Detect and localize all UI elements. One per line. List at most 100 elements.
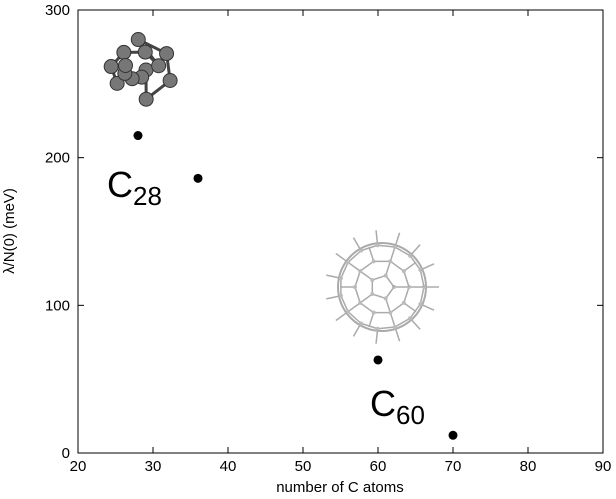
bond bbox=[419, 269, 425, 288]
bond bbox=[403, 286, 410, 304]
bond bbox=[377, 244, 396, 248]
bond bbox=[403, 261, 417, 272]
bond bbox=[340, 295, 349, 312]
atom bbox=[371, 310, 376, 315]
atom bbox=[346, 260, 351, 265]
bond bbox=[394, 246, 411, 257]
bond bbox=[420, 303, 435, 311]
x-tick-label: 40 bbox=[220, 458, 237, 475]
bond bbox=[372, 274, 386, 281]
atom bbox=[401, 269, 406, 274]
annotation-subscript: 28 bbox=[133, 181, 162, 211]
bond bbox=[354, 286, 361, 304]
bond bbox=[394, 232, 401, 248]
bond bbox=[360, 322, 378, 330]
atom bbox=[383, 273, 388, 278]
atom bbox=[401, 300, 406, 305]
atom bbox=[137, 44, 153, 60]
atom bbox=[138, 91, 154, 107]
atom bbox=[371, 259, 376, 264]
bond bbox=[326, 274, 342, 280]
bond bbox=[384, 261, 392, 276]
x-tick-label: 30 bbox=[145, 458, 162, 475]
atom bbox=[359, 321, 363, 326]
atom bbox=[375, 243, 380, 248]
atom bbox=[338, 276, 343, 281]
bond bbox=[360, 244, 378, 252]
atom bbox=[370, 292, 375, 297]
atom bbox=[116, 44, 132, 60]
bond bbox=[359, 270, 373, 281]
bond bbox=[375, 230, 379, 246]
y-tick-label: 200 bbox=[45, 150, 70, 167]
y-tick-label: 0 bbox=[62, 445, 70, 462]
annotation-text: C bbox=[107, 164, 133, 205]
bond bbox=[335, 311, 349, 322]
bond bbox=[359, 260, 375, 272]
bond bbox=[409, 317, 421, 330]
atom bbox=[109, 75, 125, 91]
atom bbox=[353, 285, 357, 289]
atom bbox=[388, 259, 393, 264]
y-tick-label: 300 bbox=[45, 2, 70, 19]
bond bbox=[347, 311, 362, 324]
x-tick-label: 60 bbox=[370, 458, 387, 475]
atom bbox=[346, 309, 351, 314]
bond bbox=[352, 322, 362, 337]
bond bbox=[347, 302, 361, 313]
bond bbox=[420, 263, 435, 271]
annotation: C60 bbox=[370, 383, 425, 430]
annotation-subscript: 60 bbox=[396, 400, 425, 430]
bond bbox=[384, 298, 392, 313]
atom bbox=[359, 248, 363, 253]
atom bbox=[358, 300, 363, 305]
bond bbox=[389, 302, 405, 314]
bond bbox=[359, 302, 375, 314]
atom bbox=[392, 324, 397, 329]
bond bbox=[340, 262, 349, 279]
atom bbox=[408, 316, 413, 321]
y-axis-label: λ/N(0) (meV) bbox=[1, 188, 18, 274]
x-axis-label: number of C atoms bbox=[276, 479, 404, 496]
atom bbox=[159, 46, 175, 62]
y-tick-label: 100 bbox=[45, 297, 70, 314]
atom bbox=[418, 267, 423, 272]
bond bbox=[372, 293, 386, 300]
bond bbox=[368, 312, 375, 328]
atom bbox=[370, 277, 375, 282]
atom bbox=[418, 302, 423, 307]
x-tick-label: 90 bbox=[595, 458, 612, 475]
bond bbox=[389, 260, 405, 272]
atom bbox=[392, 245, 397, 250]
bond bbox=[335, 252, 349, 263]
bond bbox=[347, 261, 361, 272]
bond bbox=[409, 303, 421, 319]
atom bbox=[408, 253, 413, 258]
bond bbox=[354, 270, 361, 288]
data-point bbox=[448, 430, 458, 440]
plot-frame bbox=[77, 9, 604, 454]
bond bbox=[352, 237, 362, 252]
bond bbox=[385, 286, 395, 299]
bond bbox=[326, 294, 342, 300]
annotation-text: C bbox=[370, 383, 396, 424]
x-tick-label: 70 bbox=[445, 458, 462, 475]
c28-molecule bbox=[103, 32, 178, 107]
data-point bbox=[133, 131, 143, 141]
atom bbox=[375, 326, 380, 331]
x-tick-label: 50 bbox=[295, 458, 312, 475]
bond bbox=[389, 246, 396, 262]
bond bbox=[385, 275, 395, 288]
atom bbox=[358, 269, 363, 274]
bond bbox=[409, 244, 421, 257]
atom bbox=[117, 57, 133, 73]
bond bbox=[389, 312, 396, 328]
bond bbox=[375, 328, 379, 344]
x-tick-label: 80 bbox=[520, 458, 537, 475]
data-point bbox=[373, 355, 383, 365]
bond bbox=[394, 317, 411, 328]
atom bbox=[151, 58, 167, 74]
atom bbox=[388, 310, 393, 315]
